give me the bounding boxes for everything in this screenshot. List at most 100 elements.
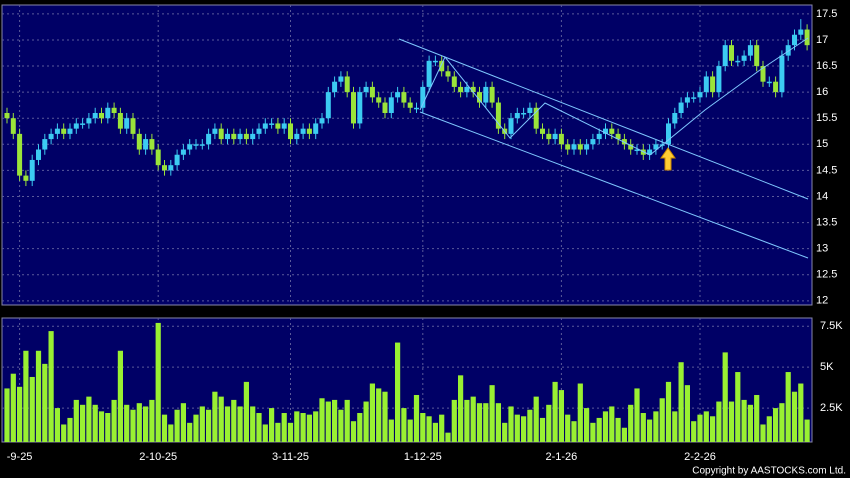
volume-bar (111, 399, 117, 442)
volume-bar (54, 408, 60, 442)
volume-bar (451, 399, 457, 442)
volume-bar (628, 404, 634, 442)
volume-bar (117, 350, 123, 442)
volume-bar (344, 399, 350, 442)
volume-bar (98, 411, 105, 442)
volume-bar (256, 413, 262, 442)
y-tick-label: 14.5 (816, 164, 837, 176)
candle-body (288, 123, 293, 140)
candle-body (225, 133, 230, 140)
volume-bar (804, 419, 810, 442)
candle-body (256, 128, 262, 134)
y2-tick-label: 5K (820, 361, 834, 373)
candle-body (483, 86, 489, 103)
volume-bar (250, 406, 256, 442)
candle-body (136, 133, 142, 150)
candle-body (552, 133, 558, 140)
volume-bar (609, 406, 615, 442)
candle-body (747, 45, 753, 56)
volume-panel (1, 317, 813, 443)
candle-body (741, 55, 747, 61)
copyright: Copyright by AASTOCKS.com Ltd. (692, 466, 846, 477)
candle-body (439, 60, 445, 72)
candle-body (325, 92, 331, 119)
candle-body (111, 107, 117, 113)
candle-body (477, 92, 482, 103)
volume-bar (136, 403, 142, 442)
candle-body (792, 34, 797, 46)
volume-bar (130, 409, 136, 442)
candle-body (351, 92, 356, 124)
volume-bar (741, 399, 747, 442)
volume-bar (747, 404, 753, 442)
x-tick-label: 3-11-25 (272, 451, 309, 463)
candle-body (596, 133, 602, 140)
volume-bar (369, 383, 375, 442)
candle-body (168, 165, 174, 171)
candle-body (48, 133, 54, 140)
y-tick-label: 15.5 (816, 112, 837, 124)
volume-bar (754, 394, 760, 442)
volume-bar (514, 414, 520, 442)
candle-body (338, 76, 344, 82)
volume-bar (420, 413, 426, 442)
y-tick-label: 13 (816, 243, 828, 255)
candle-body (162, 165, 167, 171)
volume-bar (42, 363, 48, 442)
x-tick-label: 1-12-25 (404, 451, 442, 463)
candle-body (388, 97, 394, 113)
candle-body (558, 133, 564, 145)
volume-bar (281, 413, 287, 442)
volume-bar (92, 404, 98, 442)
x-tick-label: 2-10-25 (139, 451, 177, 463)
candle-body (495, 102, 501, 129)
candle-body (760, 66, 766, 82)
candle-body (199, 144, 205, 146)
candle-body (458, 86, 464, 93)
volume-bar (596, 417, 602, 442)
y-tick-label: 16 (816, 86, 828, 98)
y-tick-label: 17 (816, 34, 828, 46)
candle-body (99, 113, 104, 119)
volume-bar (495, 403, 501, 442)
volume-bar (527, 409, 533, 442)
volume-bar (760, 424, 766, 442)
volume-bar (287, 422, 294, 442)
volume-bar (464, 399, 470, 442)
candle-body (540, 128, 545, 134)
candle-body (344, 76, 350, 93)
volume-bar (313, 411, 319, 442)
candle-body (54, 128, 60, 134)
candle-body (218, 128, 224, 140)
volume-bar (665, 381, 672, 442)
volume-bar (199, 406, 205, 442)
volume-bar (653, 411, 659, 442)
y-tick-label: 12.5 (816, 269, 837, 281)
volume-bar (791, 391, 798, 442)
candle-body (262, 123, 268, 129)
volume-bar (332, 399, 338, 442)
candle-body (300, 128, 306, 134)
candle-body (67, 128, 73, 134)
volume-bar (590, 422, 596, 442)
candle-body (401, 92, 407, 103)
candle-body (684, 97, 690, 103)
volume-bar (67, 417, 73, 442)
volume-bar (659, 398, 665, 442)
volume-bar (678, 362, 684, 442)
volume-bar (703, 411, 709, 442)
volume-bar (306, 414, 312, 442)
volume-bar (319, 398, 325, 442)
candle-body (357, 92, 363, 124)
candle-body (237, 133, 243, 140)
volume-bar (445, 432, 451, 442)
volume-bar (155, 322, 161, 442)
candle-body (155, 149, 161, 166)
candle-body (92, 113, 98, 119)
trend-lines (398, 37, 809, 259)
candle-body (187, 144, 193, 150)
candle-body (206, 133, 212, 145)
volume-bar (710, 416, 716, 442)
volume-bar (376, 388, 382, 442)
volume-bar (615, 417, 621, 442)
